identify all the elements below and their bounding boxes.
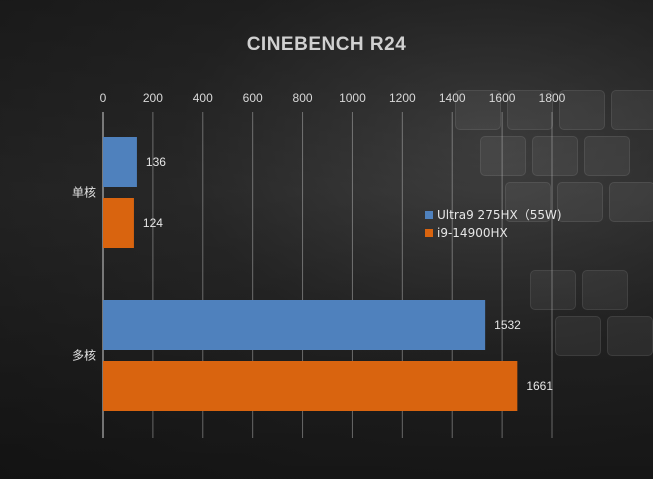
data-labels: 136 124 1532 1661 [143,155,553,393]
bar-ultra9-1 [103,300,486,350]
data-label: 1532 [494,318,521,332]
category-label: 多核 [72,349,96,363]
legend: Ultra9 275HX（55W) i9-14900HX [425,206,562,242]
x-tick-label: 0 [100,91,107,105]
data-label: 136 [146,155,166,169]
x-tick-label: 1600 [489,91,516,105]
legend-item-ultra9: Ultra9 275HX（55W) [425,206,562,224]
bar-i9-1 [103,361,518,411]
legend-label-i9: i9-14900HX [437,226,508,240]
x-tick-label: 1800 [539,91,566,105]
legend-swatch-i9 [425,229,433,237]
bar-i9-0 [103,198,134,248]
x-tick-label: 600 [243,91,263,105]
chart-title: CINEBENCH R24 [246,34,407,55]
legend-item-i9: i9-14900HX [425,224,562,242]
legend-label-ultra9: Ultra9 275HX（55W) [437,208,562,222]
x-tick-label: 1000 [339,91,366,105]
x-tick-label: 800 [293,91,313,105]
bar-ultra9-0 [103,137,137,187]
legend-swatch-ultra9 [425,211,433,219]
x-tick-label: 1400 [439,91,466,105]
category-label: 单核 [72,186,96,200]
x-tick-label: 400 [193,91,213,105]
x-tick-label: 200 [143,91,163,105]
bars [103,137,518,411]
x-tick-label: 1200 [389,91,416,105]
data-label: 1661 [526,379,553,393]
data-label: 124 [143,216,163,230]
x-axis-ticks: 0 200 400 600 800 1000 1200 1400 1600 1800 [100,91,566,105]
